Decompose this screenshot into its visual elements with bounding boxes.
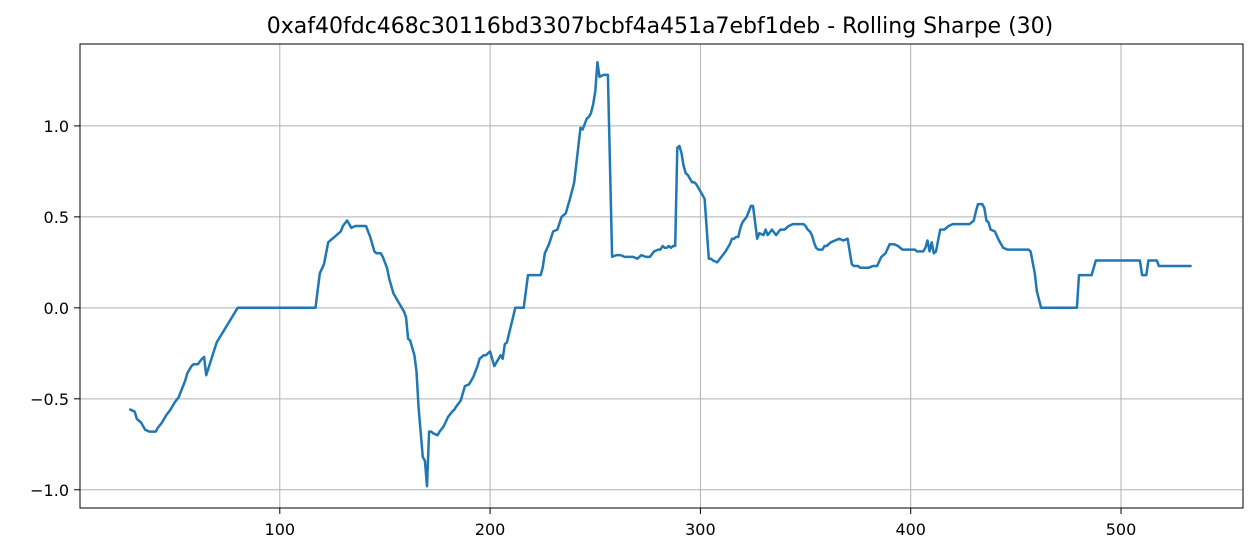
series-layer — [128, 60, 1192, 488]
y-axis: −1.0 −0.5 0.0 0.5 1.0 — [30, 117, 80, 500]
grid-lines — [80, 44, 1243, 508]
plot-frame — [79, 43, 1244, 509]
x-tick-label: 400 — [895, 520, 926, 539]
y-tick-label: 1.0 — [44, 117, 69, 136]
y-tick-label: −1.0 — [30, 481, 69, 500]
x-axis: 100 200 300 400 500 — [265, 508, 1137, 539]
x-tick-label: 500 — [1106, 520, 1137, 539]
x-tick-label: 200 — [475, 520, 506, 539]
chart-title: 0xaf40fdc468c30116bd3307bcbf4a451a7ebf1d… — [267, 14, 1053, 39]
series-line — [128, 60, 1192, 488]
y-tick-label: 0.5 — [44, 208, 69, 227]
y-tick-label: −0.5 — [30, 390, 69, 409]
x-tick-label: 300 — [685, 520, 716, 539]
x-tick-label: 100 — [265, 520, 296, 539]
y-tick-label: 0.0 — [44, 299, 69, 318]
